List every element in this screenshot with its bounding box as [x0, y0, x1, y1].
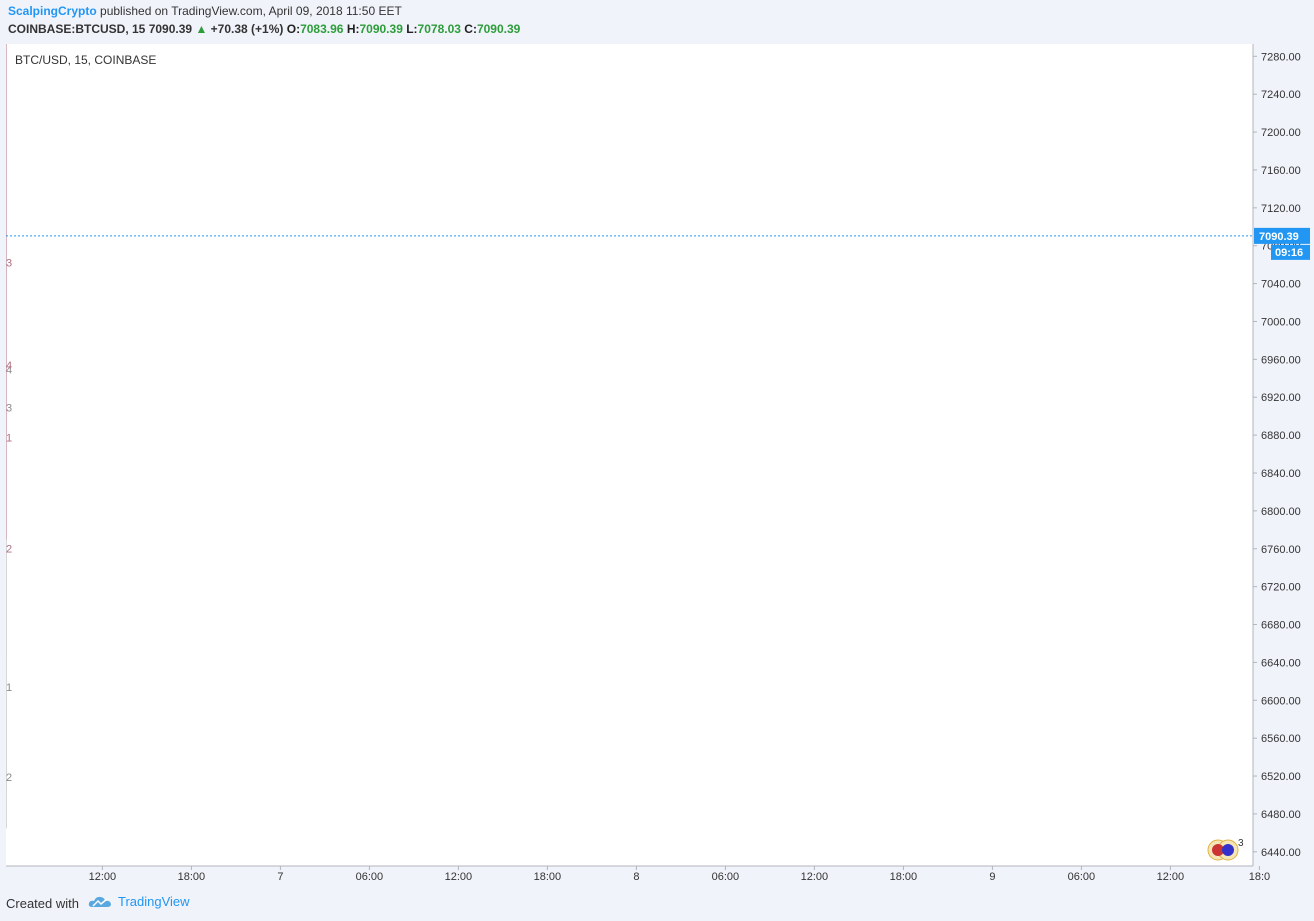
price-tick-label: 6600.00 — [1261, 695, 1301, 707]
price-tick-label: 6960.00 — [1261, 354, 1301, 366]
last-price-badge — [1254, 227, 1310, 244]
last-price-marker: 7090.39 09:16 — [6, 227, 1310, 260]
high-value: 7090.39 — [359, 22, 403, 36]
low-label: L: — [406, 22, 418, 36]
price-tick-label: 7000.00 — [1261, 316, 1301, 328]
open-label: O: — [286, 22, 301, 36]
created-with-text: Created with — [6, 896, 79, 911]
time-tick-label: 06:00 — [356, 871, 384, 883]
wave-label: 2 — [6, 544, 12, 556]
price-tick-label: 7120.00 — [1261, 203, 1301, 215]
price-tick-label: 6920.00 — [1261, 392, 1301, 404]
cloud-logo-icon — [88, 896, 111, 907]
high-label: H: — [346, 22, 360, 36]
price-axis[interactable]: 6440.00 6480.00 6520.00 6560.00 6600.00 6640.… — [1253, 51, 1301, 859]
wave-label: 2 — [6, 772, 12, 784]
brand-label: TradingView — [118, 894, 190, 909]
up-arrow-icon: ▲ — [195, 22, 208, 36]
price-tick-label: 6880.00 — [1261, 430, 1301, 442]
time-tick-label: 12:00 — [801, 871, 829, 883]
time-axis[interactable]: 12:00 18:00 7 06:00 12:00 18:00 8 06:00 12:00 18:… — [89, 866, 1270, 883]
low-value: 7078.03 — [417, 22, 461, 36]
last-value: 7090.39 — [148, 22, 193, 36]
publish-info: ScalpingCrypto published on TradingView.… — [8, 4, 402, 18]
published-text: published on TradingView.com, April 09, … — [100, 4, 402, 18]
time-tick-label: 9 — [989, 871, 995, 883]
time-tick-label: 18:0 — [1249, 871, 1270, 883]
price-tick-label: 7040.00 — [1261, 279, 1301, 291]
wave-label: 3 — [6, 258, 12, 270]
price-tick-label: 6640.00 — [1261, 657, 1301, 669]
price-tick-label: 6520.00 — [1261, 771, 1301, 783]
time-tick-label: 18:00 — [890, 871, 918, 883]
time-tick-label: 7 — [277, 871, 283, 883]
countdown-badge — [1271, 244, 1310, 260]
time-tick-label: 18:00 — [178, 871, 206, 883]
symbol-info: COINBASE:BTCUSD, 15 7090.39 ▲ +70.38 (+1… — [8, 22, 520, 36]
time-tick-label: 18:00 — [534, 871, 562, 883]
chart-header: ScalpingCrypto published on TradingView.… — [0, 0, 1314, 44]
wave-label: 1 — [6, 682, 12, 694]
price-tick-label: 7280.00 — [1261, 51, 1301, 63]
time-tick-label: 12:00 — [89, 871, 117, 883]
price-tick-label: 6560.00 — [1261, 733, 1301, 745]
publisher-name[interactable]: ScalpingCrypto — [8, 4, 97, 18]
plot-background — [6, 44, 1253, 866]
wave-label: 3 — [6, 402, 12, 414]
wave-label: 1 — [6, 433, 12, 445]
price-tick-label: 6800.00 — [1261, 506, 1301, 518]
last-price-text: 7090.39 — [1259, 231, 1299, 243]
change-value: +70.38 (+1%) — [210, 22, 284, 36]
price-tick-label: 7160.00 — [1261, 165, 1301, 177]
price-tick-label: 7200.00 — [1261, 127, 1301, 139]
price-tick-label: 6840.00 — [1261, 468, 1301, 480]
time-tick-label: 06:00 — [712, 871, 740, 883]
time-tick-label: 12:00 — [445, 871, 473, 883]
footer: Created with TradingView — [0, 886, 1314, 921]
tradingview-link[interactable]: TradingView — [88, 894, 190, 909]
price-tick-label: 6760.00 — [1261, 544, 1301, 556]
price-tick-label: 6680.00 — [1261, 620, 1301, 632]
chart-title: BTC/USD, 15, COINBASE — [15, 53, 156, 67]
close-label: C: — [464, 22, 477, 36]
open-value: 7083.96 — [300, 22, 344, 36]
price-tick-label: 6440.00 — [1261, 847, 1301, 859]
chart-svg[interactable]: 1 2 3 1 2 3 44 6440.00 6480.00 6520.00 6560.00 660… — [5, 37, 1314, 886]
price-tick-label: 6720.00 — [1261, 582, 1301, 594]
price-tick-label: 6480.00 — [1261, 809, 1301, 821]
price-tick-label: 7240.00 — [1261, 89, 1301, 101]
close-value: 7090.39 — [476, 22, 521, 36]
wave-label: 4 — [6, 365, 12, 377]
svg-text:3: 3 — [1238, 838, 1244, 849]
flag-icon[interactable]: 3 — [1207, 838, 1244, 861]
time-tick-label: 12:00 — [1157, 871, 1185, 883]
time-tick-label: 8 — [633, 871, 639, 883]
wave-label: 4 — [6, 360, 12, 372]
symbol-name: COINBASE:BTCUSD, 15 — [8, 22, 146, 36]
wave-labels-layer: 1 2 3 1 2 3 44 — [6, 258, 12, 784]
countdown-text: 09:16 — [1275, 247, 1303, 259]
time-tick-label: 06:00 — [1068, 871, 1096, 883]
